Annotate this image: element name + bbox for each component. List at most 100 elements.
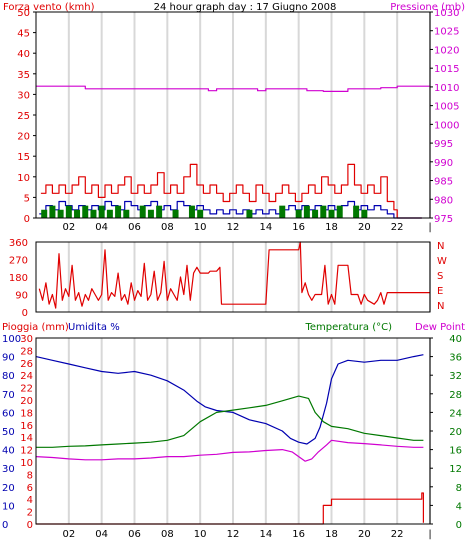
wind-x-tick: 16 xyxy=(292,222,305,233)
wind-bar xyxy=(188,205,195,218)
direction-y-tick: 270 xyxy=(9,256,28,267)
rh-x-tick: 22 xyxy=(391,529,404,540)
rain-y-tick: 14 xyxy=(20,433,33,444)
rain-y-tick: 20 xyxy=(20,396,33,407)
pressure-right-label: Pressione (mb) xyxy=(390,2,465,13)
rain-y-tick: 26 xyxy=(20,359,33,370)
rain-y-tick: 30 xyxy=(20,334,33,345)
rain-y-tick: 18 xyxy=(20,408,33,419)
wind-x-tick: 22 xyxy=(391,222,404,233)
pressure-y-tick: 985 xyxy=(434,177,453,188)
pressure-y-tick: 995 xyxy=(434,139,453,150)
wind-bar xyxy=(328,209,335,218)
rain-y-tick: 4 xyxy=(27,495,33,506)
humidity-y-tick: 20 xyxy=(2,483,15,494)
pressure-y-tick: 1010 xyxy=(434,83,459,94)
humidity-y-tick: 10 xyxy=(2,501,15,512)
direction-y-tick: 90 xyxy=(15,291,28,302)
wind-x-tick: 04 xyxy=(95,222,108,233)
rh-x-tick: 12 xyxy=(227,529,240,540)
humidity-y-tick: 70 xyxy=(2,390,15,401)
rain-y-tick: 8 xyxy=(27,470,33,481)
temperature-y-tick: 28 xyxy=(449,390,462,401)
wind-y-tick: 5 xyxy=(24,193,30,204)
wind-x-tick: 20 xyxy=(358,222,371,233)
wind-x-tick: 10 xyxy=(194,222,207,233)
wind-bar xyxy=(90,209,97,218)
wind-bar xyxy=(123,209,130,218)
humidity-y-tick: 90 xyxy=(2,353,15,364)
temperature-y-tick: 40 xyxy=(449,334,462,345)
rh-plot-frame xyxy=(35,337,431,525)
wind-bar xyxy=(172,209,179,218)
pressure-y-tick: 990 xyxy=(434,158,453,169)
humidity-y-tick: 100 xyxy=(2,334,21,345)
wind-bar xyxy=(353,205,360,218)
direction-y-tick: 360 xyxy=(9,238,28,249)
wind-y-tick: 0 xyxy=(24,214,30,225)
wind-y-tick: 40 xyxy=(17,49,30,60)
wind-bar xyxy=(106,209,113,218)
pressure-y-tick: 1030 xyxy=(434,8,459,19)
temperature-right-label: Temperatura (°C) xyxy=(304,322,392,333)
humidity-y-tick: 80 xyxy=(2,371,15,382)
wind-x-tick: 12 xyxy=(227,222,240,233)
rain-y-tick: 16 xyxy=(20,421,33,432)
rain-y-tick: 6 xyxy=(27,483,33,494)
wind-bar xyxy=(115,205,122,218)
temperature-y-tick: 16 xyxy=(449,446,462,457)
humidity-y-tick: 30 xyxy=(2,464,15,475)
page-title: 24 hour graph day : 17 Giugno 2008 xyxy=(154,2,337,13)
wind-x-tick: 02 xyxy=(62,222,75,233)
wind-y-tick: 25 xyxy=(17,111,30,122)
rh-x-tick: 18 xyxy=(325,529,338,540)
wind-x-tick: 14 xyxy=(259,222,272,233)
temperature-y-tick: 4 xyxy=(456,501,462,512)
wind-bar xyxy=(279,205,286,218)
humidity-y-tick: 40 xyxy=(2,446,15,457)
wind-y-tick: 10 xyxy=(17,173,30,184)
wind-bar xyxy=(65,205,72,218)
temperature-y-tick: 20 xyxy=(449,427,462,438)
direction-compass-label: W xyxy=(437,256,447,267)
wind-y-tick: 50 xyxy=(17,8,30,19)
wind-bar xyxy=(312,209,319,218)
rh-x-tick: 06 xyxy=(128,529,141,540)
wind-bar xyxy=(320,205,327,218)
rh-x-tick: 08 xyxy=(161,529,174,540)
pressure-y-tick: 1025 xyxy=(434,27,459,38)
wind-y-tick: 35 xyxy=(17,70,30,81)
direction-compass-label: N xyxy=(437,301,444,312)
direction-compass-label: S xyxy=(437,271,443,282)
wind-bar xyxy=(156,205,163,218)
rain-y-tick: 24 xyxy=(20,371,33,382)
direction-compass-label: N xyxy=(437,241,444,252)
direction-compass-label: E xyxy=(437,286,443,297)
wind-y-tick: 45 xyxy=(17,29,30,40)
wind-bar xyxy=(82,205,89,218)
wind-bar xyxy=(147,209,154,218)
wind-y-tick: 15 xyxy=(17,152,30,163)
wind-plot-frame xyxy=(35,11,431,219)
dewpoint-right-label: Dew Point xyxy=(415,322,465,333)
wind-bar xyxy=(74,209,81,218)
temperature-y-tick: 12 xyxy=(449,464,462,475)
rain-y-tick: 0 xyxy=(27,520,33,531)
pressure-y-tick: 1000 xyxy=(434,120,459,131)
temperature-y-tick: 36 xyxy=(449,353,462,364)
wind-y-tick: 20 xyxy=(17,132,30,143)
wind-bar xyxy=(57,209,64,218)
wind-bar xyxy=(139,205,146,218)
wind-bar xyxy=(49,205,56,218)
wind-direction-line xyxy=(38,241,430,309)
direction-y-tick: 0 xyxy=(22,308,28,319)
direction-plot-frame xyxy=(35,241,431,313)
rh-x-tick: 20 xyxy=(358,529,371,540)
rain-y-tick: 22 xyxy=(20,384,33,395)
rh-x-tick: | xyxy=(428,529,431,540)
temperature-y-tick: 8 xyxy=(456,483,462,494)
wind-y-tick: 30 xyxy=(17,90,30,101)
